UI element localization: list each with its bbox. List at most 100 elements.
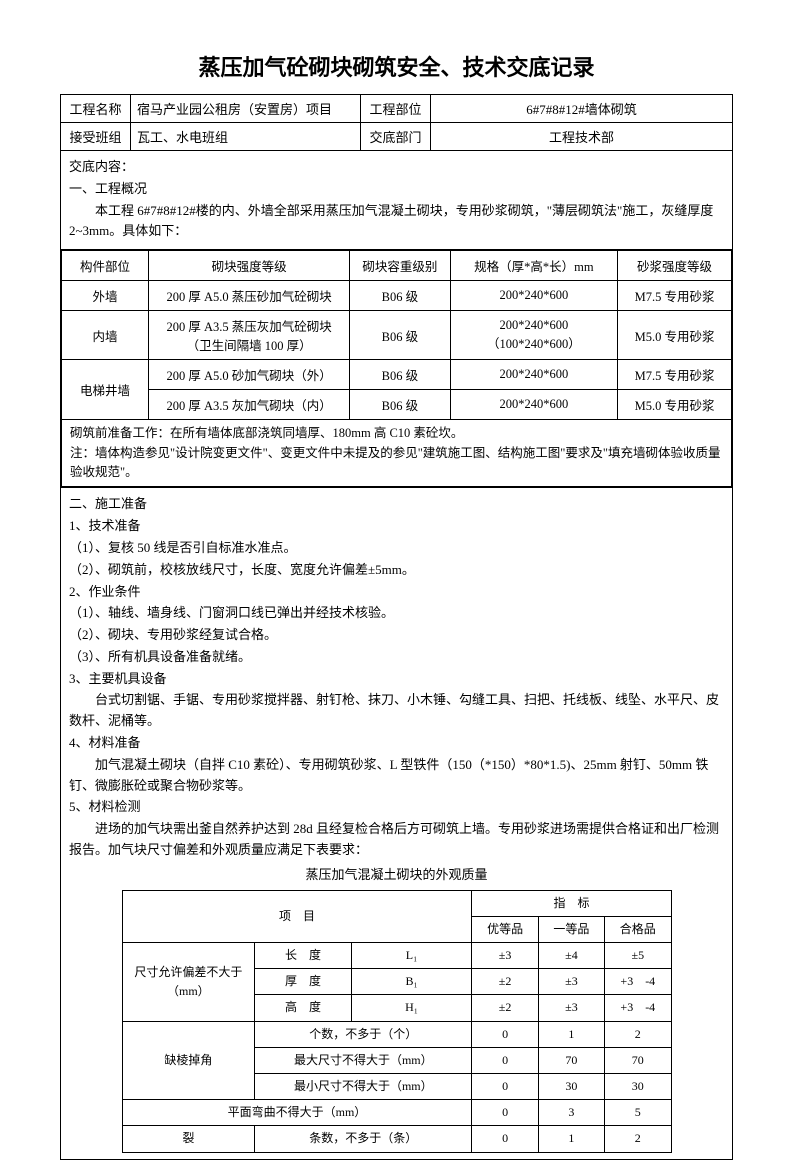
spec-cell: 外墙 — [62, 281, 149, 311]
spec-row: 内墙 200 厚 A3.5 蒸压灰加气砼砌块 （卫生间隔墙 100 厚） B06… — [62, 311, 732, 360]
sub4-heading: 4、材料准备 — [69, 733, 724, 754]
spec-cell: M7.5 专用砂浆 — [618, 281, 732, 311]
qt-crack-label: 裂 — [122, 1126, 255, 1152]
spec-row: 电梯井墙 200 厚 A5.0 砂加气砌块（外） B06 级 200*240*6… — [62, 360, 732, 390]
header-row-2: 接受班组 瓦工、水电班组 交底部门 工程技术部 — [61, 123, 733, 151]
qt-cell: ±3 — [538, 995, 604, 1021]
sec1-heading: 一、工程概况 — [69, 179, 724, 200]
qt-header-row: 项 目 指 标 — [122, 890, 671, 916]
sub2-heading: 2、作业条件 — [69, 582, 724, 603]
qt-item-header: 项 目 — [122, 890, 472, 942]
spec-h2: 砌块强度等级 — [149, 251, 350, 281]
spec-cell: 200*240*600 — [450, 390, 618, 420]
team: 瓦工、水电班组 — [131, 123, 361, 151]
dept-label: 交底部门 — [361, 123, 431, 151]
qt-cell: B₁ — [351, 969, 472, 995]
sub2-item: （3）、所有机具设备准备就绪。 — [69, 647, 724, 668]
qt-cell: 2 — [605, 1021, 671, 1047]
spec-cell: 200*240*600 — [450, 360, 618, 390]
qt-grade: 一等品 — [538, 916, 604, 942]
spec-table: 构件部位 砌块强度等级 砌块容重级别 规格（厚*高*长）mm 砂浆强度等级 外墙… — [61, 250, 732, 487]
spec-row: 外墙 200 厚 A5.0 蒸压砂加气砼砌块 B06 级 200*240*600… — [62, 281, 732, 311]
qt-cell: +3 -4 — [605, 969, 671, 995]
qt-cell: H₁ — [351, 995, 472, 1021]
project-part-label: 工程部位 — [361, 95, 431, 123]
spec-h5: 砂浆强度等级 — [618, 251, 732, 281]
spec-cell: M7.5 专用砂浆 — [618, 360, 732, 390]
qt-row: 缺棱掉角 个数，不多于（个） 0 1 2 — [122, 1021, 671, 1047]
spec-cell: 内墙 — [62, 311, 149, 360]
qt-cell: 0 — [472, 1126, 538, 1152]
main-table: 工程名称 宿马产业园公租房（安置房）项目 工程部位 6#7#8#12#墙体砌筑 … — [60, 94, 733, 1160]
project-part: 6#7#8#12#墙体砌筑 — [431, 95, 733, 123]
qt-cell: 厚 度 — [255, 969, 352, 995]
sub4-text: 加气混凝土砌块（自拌 C10 素砼）、专用砌筑砂浆、L 型铁件（150（*150… — [69, 755, 724, 797]
qt-cell: 高 度 — [255, 995, 352, 1021]
spec-h4: 规格（厚*高*长）mm — [450, 251, 618, 281]
qt-cell: 0 — [472, 1047, 538, 1073]
sub1-heading: 1、技术准备 — [69, 516, 724, 537]
qt-dim-label: 尺寸允许偏差不大于 （mm） — [122, 943, 255, 1022]
qt-cell: 0 — [472, 1021, 538, 1047]
qt-cell: 条数，不多于（条） — [255, 1126, 472, 1152]
spec-note-row: 砌筑前准备工作：在所有墙体底部浇筑同墙厚、180mm 高 C10 素砼坎。 注：… — [62, 420, 732, 487]
spec-note1: 砌筑前准备工作：在所有墙体底部浇筑同墙厚、180mm 高 C10 素砼坎。 — [70, 424, 723, 443]
qt-grade: 合格品 — [605, 916, 671, 942]
qt-cell: ±2 — [472, 969, 538, 995]
spec-cell: B06 级 — [350, 360, 451, 390]
spec-header-row: 构件部位 砌块强度等级 砌块容重级别 规格（厚*高*长）mm 砂浆强度等级 — [62, 251, 732, 281]
sub1-item: （1）、复核 50 线是否引自标准水准点。 — [69, 538, 724, 559]
spec-cell: 电梯井墙 — [62, 360, 149, 420]
qt-corner-label: 缺棱掉角 — [122, 1021, 255, 1100]
qt-grade: 优等品 — [472, 916, 538, 942]
spec-cell: 200*240*600 — [450, 281, 618, 311]
content-heading: 交底内容： — [69, 157, 724, 178]
sub1-item: （2）、砌筑前，校核放线尺寸，长度、宽度允许偏差±5mm。 — [69, 560, 724, 581]
spec-cell: M5.0 专用砂浆 — [618, 311, 732, 360]
sub3-text: 台式切割锯、手锯、专用砂浆搅拌器、射钉枪、抹刀、小木锤、勾缝工具、扫把、托线板、… — [69, 690, 724, 732]
qt-cell: 1 — [538, 1021, 604, 1047]
qt-cell: 1 — [538, 1126, 604, 1152]
page-title: 蒸压加气砼砌块砌筑安全、技术交底记录 — [60, 50, 733, 82]
quality-table: 项 目 指 标 优等品 一等品 合格品 尺寸允许偏差不大于 （mm） 长 度 L… — [122, 890, 672, 1153]
qt-cell: 0 — [472, 1073, 538, 1099]
spec-cell: 200 厚 A5.0 砂加气砌块（外） — [149, 360, 350, 390]
qt-cell: 30 — [538, 1073, 604, 1099]
qt-cell: 70 — [605, 1047, 671, 1073]
sec2-block: 二、施工准备 1、技术准备 （1）、复核 50 线是否引自标准水准点。 （2）、… — [69, 494, 724, 885]
spec-h1: 构件部位 — [62, 251, 149, 281]
qt-cell: ±3 — [538, 969, 604, 995]
sub2-item: （1）、轴线、墙身线、门窗洞口线已弹出并经技术核验。 — [69, 603, 724, 624]
spec-row: 200 厚 A3.5 灰加气砌块（内） B06 级 200*240*600 M5… — [62, 390, 732, 420]
team-label: 接受班组 — [61, 123, 131, 151]
qt-cell: ±5 — [605, 943, 671, 969]
qt-metric-header: 指 标 — [472, 890, 671, 916]
header-row-1: 工程名称 宿马产业园公租房（安置房）项目 工程部位 6#7#8#12#墙体砌筑 — [61, 95, 733, 123]
spec-note2: 注：墙体构造参见"设计院变更文件"、变更文件中未提及的参见"建筑施工图、结构施工… — [70, 444, 723, 483]
qt-row: 尺寸允许偏差不大于 （mm） 长 度 L₁ ±3 ±4 ±5 — [122, 943, 671, 969]
sub2-item: （2）、砌块、专用砂浆经复试合格。 — [69, 625, 724, 646]
sec2-heading: 二、施工准备 — [69, 494, 724, 515]
spec-cell: 200 厚 A3.5 蒸压灰加气砼砌块 （卫生间隔墙 100 厚） — [149, 311, 350, 360]
content-block: 交底内容： 一、工程概况 本工程 6#7#8#12#楼的内、外墙全部采用蒸压加气… — [69, 157, 724, 242]
qt-cell: ±2 — [472, 995, 538, 1021]
spec-cell: B06 级 — [350, 390, 451, 420]
qt-cell: +3 -4 — [605, 995, 671, 1021]
spec-cell: B06 级 — [350, 311, 451, 360]
qt-cell: L₁ — [351, 943, 472, 969]
sub3-heading: 3、主要机具设备 — [69, 669, 724, 690]
sec1-para: 本工程 6#7#8#12#楼的内、外墙全部采用蒸压加气混凝土砌块，专用砂浆砌筑，… — [69, 201, 724, 243]
qt-cell: 最大尺寸不得大于（mm） — [255, 1047, 472, 1073]
qt-cell: 2 — [605, 1126, 671, 1152]
project-name-label: 工程名称 — [61, 95, 131, 123]
qt-cell: ±4 — [538, 943, 604, 969]
sub5-heading: 5、材料检测 — [69, 797, 724, 818]
qt-row: 裂 条数，不多于（条） 0 1 2 — [122, 1126, 671, 1152]
dept: 工程技术部 — [431, 123, 733, 151]
project-name: 宿马产业园公租房（安置房）项目 — [131, 95, 361, 123]
qt-cell: 个数，不多于（个） — [255, 1021, 472, 1047]
spec-h3: 砌块容重级别 — [350, 251, 451, 281]
spec-cell: M5.0 专用砂浆 — [618, 390, 732, 420]
spec-cell: 200*240*600 （100*240*600） — [450, 311, 618, 360]
qt-cell: 30 — [605, 1073, 671, 1099]
